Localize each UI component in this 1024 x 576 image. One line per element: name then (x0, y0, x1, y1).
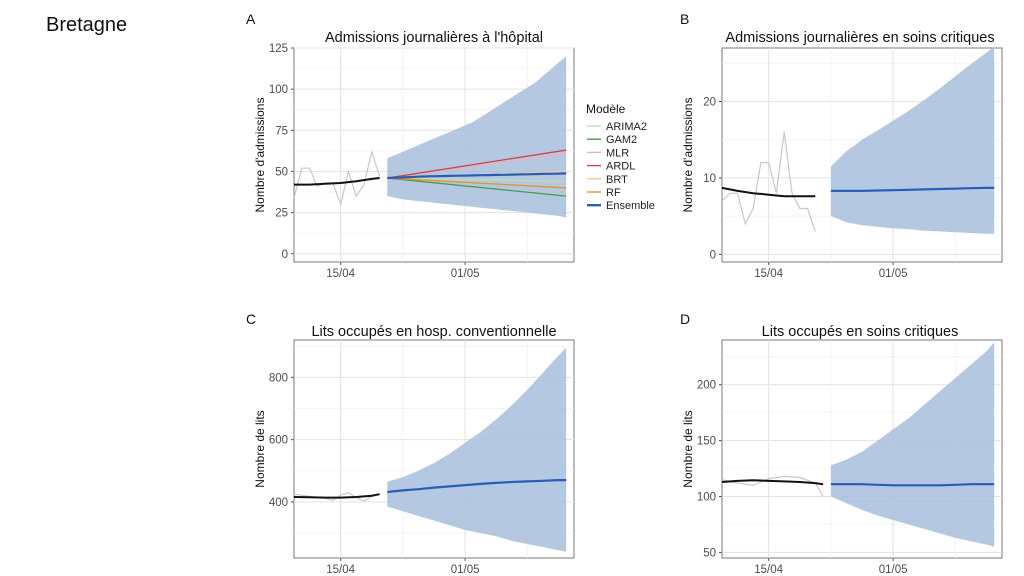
panel-title: Lits occupés en hosp. conventionnelle (311, 324, 556, 340)
legend-entry-label: ARIMA2 (606, 121, 647, 133)
panel-title: Admissions journalières à l'hôpital (325, 30, 543, 46)
y-tick-label: 125 (269, 43, 288, 55)
y-tick-label: 50 (275, 166, 288, 178)
prediction-interval-band (387, 347, 567, 552)
panel-a: 0 25 50 75 100 125 15/04 01/05 Admissions journa… (246, 11, 575, 280)
panel-b: 0 10 20 15/04 01/05 Admissions journalières e… (680, 11, 1003, 280)
y-tick-label: 100 (269, 84, 288, 96)
legend-entry-label: BRT (606, 174, 628, 186)
y-axis-label: Nombre de lits (681, 410, 695, 487)
y-tick-label: 20 (703, 97, 716, 109)
prediction-interval-band (830, 342, 995, 547)
panel-d: 50 100 150 200 15/04 01/05 Lits occupés en soi… (680, 311, 1003, 576)
panel-letter: B (680, 11, 689, 27)
prediction-interval-band (830, 46, 995, 234)
x-tick-label: 15/04 (754, 268, 783, 280)
x-tick-label: 15/04 (754, 564, 783, 576)
observed-smooth-line (721, 186, 816, 198)
model-line-arima2 (387, 177, 567, 182)
y-tick-label: 0 (710, 249, 716, 261)
y-tick-label: 800 (269, 372, 288, 384)
legend-entry-label: ARDL (606, 161, 635, 173)
observed-smooth-line (721, 479, 824, 486)
observed-smooth-line (294, 177, 380, 186)
panel-letter: C (246, 311, 256, 327)
y-tick-label: 0 (282, 249, 288, 261)
legend-title: Modèle (586, 102, 626, 116)
panel-title: Lits occupés en soins critiques (762, 324, 959, 340)
y-axis-label: Nombre d'admissions (253, 97, 267, 212)
panel-letter: D (680, 311, 690, 327)
observed-raw-line (721, 132, 816, 232)
y-tick-label: 600 (269, 435, 288, 447)
legend-entry-label: MLR (606, 147, 629, 159)
x-tick-label: 15/04 (326, 564, 355, 576)
legend-entry-label: Ensemble (606, 200, 655, 212)
y-axis-label: Nombre de lits (253, 410, 267, 487)
x-tick-label: 01/05 (451, 564, 480, 576)
y-tick-label: 100 (697, 492, 716, 504)
panel-c: 400 600 800 15/04 01/05 Lits occupés en hosp.… (246, 311, 575, 576)
x-tick-label: 01/05 (451, 268, 480, 280)
observed-smooth-line (293, 493, 380, 499)
y-tick-label: 400 (269, 497, 288, 509)
x-tick-label: 01/05 (879, 564, 908, 576)
y-tick-label: 10 (703, 173, 716, 185)
y-tick-label: 25 (275, 208, 288, 220)
panel-letter: A (246, 11, 256, 27)
ensemble-line (830, 483, 995, 487)
x-tick-label: 15/04 (326, 268, 355, 280)
model-line-ardl (387, 149, 567, 179)
ensemble-line (830, 186, 995, 192)
ensemble-line (387, 479, 567, 494)
model-line-rf (387, 177, 567, 189)
y-tick-label: 150 (697, 436, 716, 448)
y-tick-label: 200 (697, 380, 716, 392)
y-axis-label: Nombre d'admissions (681, 97, 695, 212)
legend-entry-label: GAM2 (606, 134, 637, 146)
model-line-gam2 (387, 177, 567, 197)
x-tick-label: 01/05 (879, 268, 908, 280)
y-tick-label: 75 (275, 125, 288, 137)
panel-title: Admissions journalières en soins critiqu… (725, 30, 994, 46)
ensemble-line (387, 172, 567, 180)
y-tick-label: 50 (703, 547, 716, 559)
legend-entry-label: RF (606, 187, 621, 199)
region-title: Bretagne (46, 14, 128, 36)
